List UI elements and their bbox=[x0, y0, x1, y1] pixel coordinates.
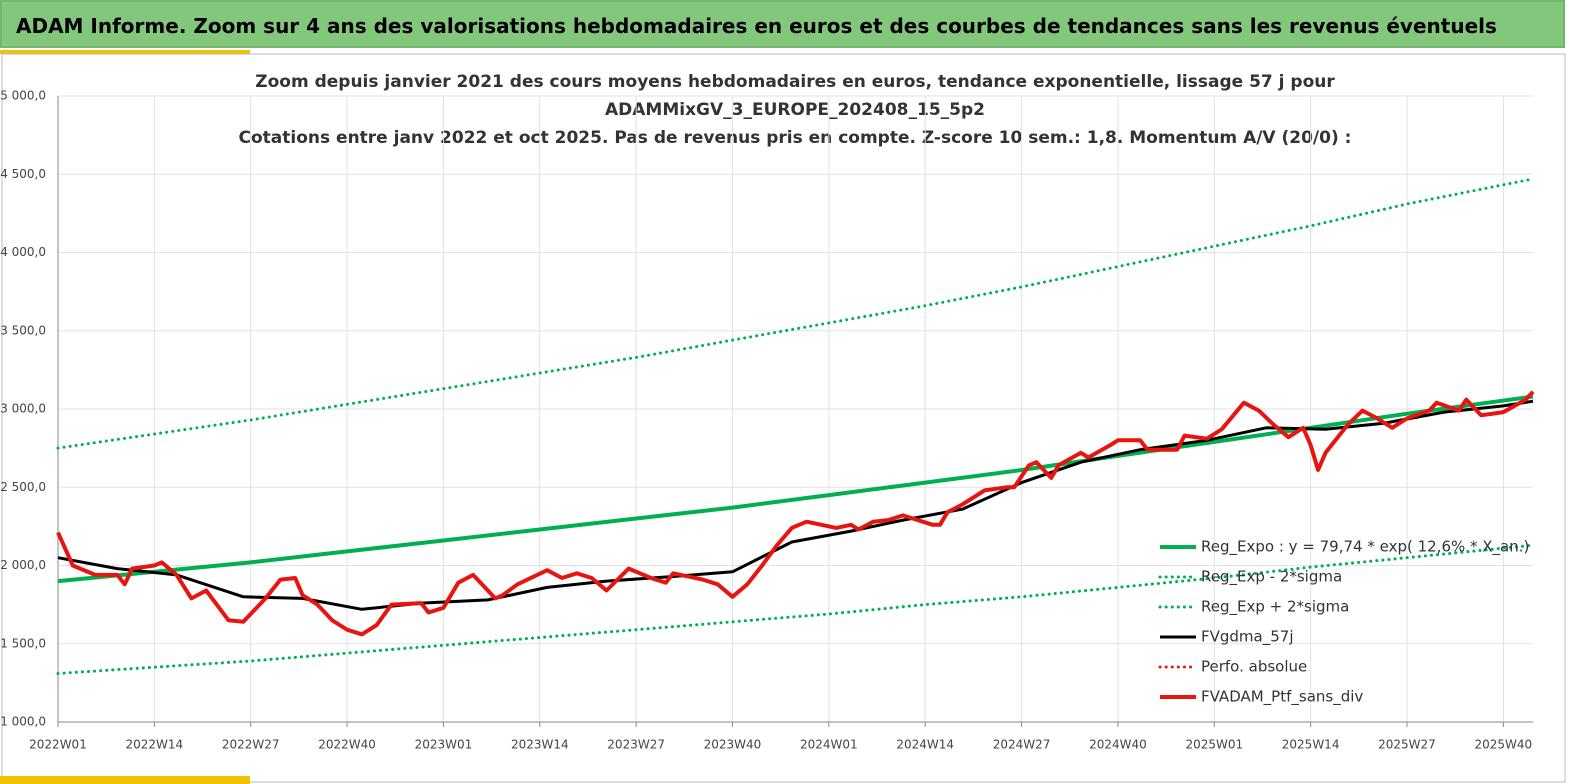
chart: Zoom depuis janvier 2021 des cours moyen… bbox=[0, 50, 1566, 784]
x-tick-label: 2022W01 bbox=[29, 738, 87, 752]
x-tick-label: 2025W01 bbox=[1185, 738, 1243, 752]
legend-label: FVADAM_Ptf_sans_div bbox=[1201, 688, 1363, 707]
x-tick-label: 2024W14 bbox=[896, 738, 954, 752]
legend-label: Perfo. absolue bbox=[1201, 658, 1307, 676]
legend-label: FVgdma_57j bbox=[1201, 628, 1294, 647]
x-tick-label: 2023W14 bbox=[511, 738, 569, 752]
chart-title: Zoom depuis janvier 2021 des cours moyen… bbox=[255, 72, 1335, 92]
y-tick-label: 3 500,0 bbox=[0, 323, 46, 337]
accent bbox=[0, 50, 250, 54]
legend-label: Reg_Exp - 2*sigma bbox=[1201, 568, 1342, 587]
x-tick-label: 2025W14 bbox=[1282, 738, 1340, 752]
x-tick-label: 2025W40 bbox=[1475, 738, 1533, 752]
x-tick-label: 2022W40 bbox=[318, 738, 376, 752]
y-tick-label: 4 000,0 bbox=[0, 245, 46, 259]
chart-title: ADAMMixGV_3_EUROPE_202408_15_5p2 bbox=[605, 100, 985, 120]
header-title: ADAM Informe. Zoom sur 4 ans des valoris… bbox=[16, 14, 1497, 38]
chart-title: Cotations entre janv 2022 et oct 2025. P… bbox=[239, 128, 1352, 148]
x-tick-label: 2025W27 bbox=[1378, 738, 1436, 752]
series-line bbox=[56, 177, 1535, 450]
x-tick-label: 2023W01 bbox=[415, 738, 473, 752]
series-line bbox=[56, 543, 1535, 675]
legend-label: Reg_Exp + 2*sigma bbox=[1201, 598, 1349, 617]
x-tick-label: 2024W01 bbox=[800, 738, 858, 752]
x-tick-label: 2024W27 bbox=[993, 738, 1051, 752]
x-tick-label: 2022W27 bbox=[222, 738, 280, 752]
x-tick-label: 2022W14 bbox=[126, 738, 184, 752]
x-tick-label: 2023W40 bbox=[704, 738, 762, 752]
x-tick-label: 2023W27 bbox=[607, 738, 665, 752]
series-line bbox=[56, 390, 1535, 637]
y-tick-label: 1 000,0 bbox=[0, 715, 46, 729]
legend-label: Reg_Expo : y = 79,74 * exp( 12,6% * X_an… bbox=[1201, 538, 1529, 557]
chart-frame bbox=[1, 53, 1566, 783]
y-tick-label: 5 000,0 bbox=[0, 89, 46, 103]
y-tick-label: 2 000,0 bbox=[0, 558, 46, 572]
y-tick-label: 1 500,0 bbox=[0, 636, 46, 650]
y-tick-label: 2 500,0 bbox=[0, 480, 46, 494]
accent bbox=[0, 776, 250, 784]
series-line bbox=[57, 394, 1534, 584]
y-tick-label: 3 000,0 bbox=[0, 402, 46, 416]
header: ADAM Informe. Zoom sur 4 ans des valoris… bbox=[0, 0, 1565, 48]
y-tick-label: 4 500,0 bbox=[0, 167, 46, 181]
x-tick-label: 2024W40 bbox=[1089, 738, 1147, 752]
